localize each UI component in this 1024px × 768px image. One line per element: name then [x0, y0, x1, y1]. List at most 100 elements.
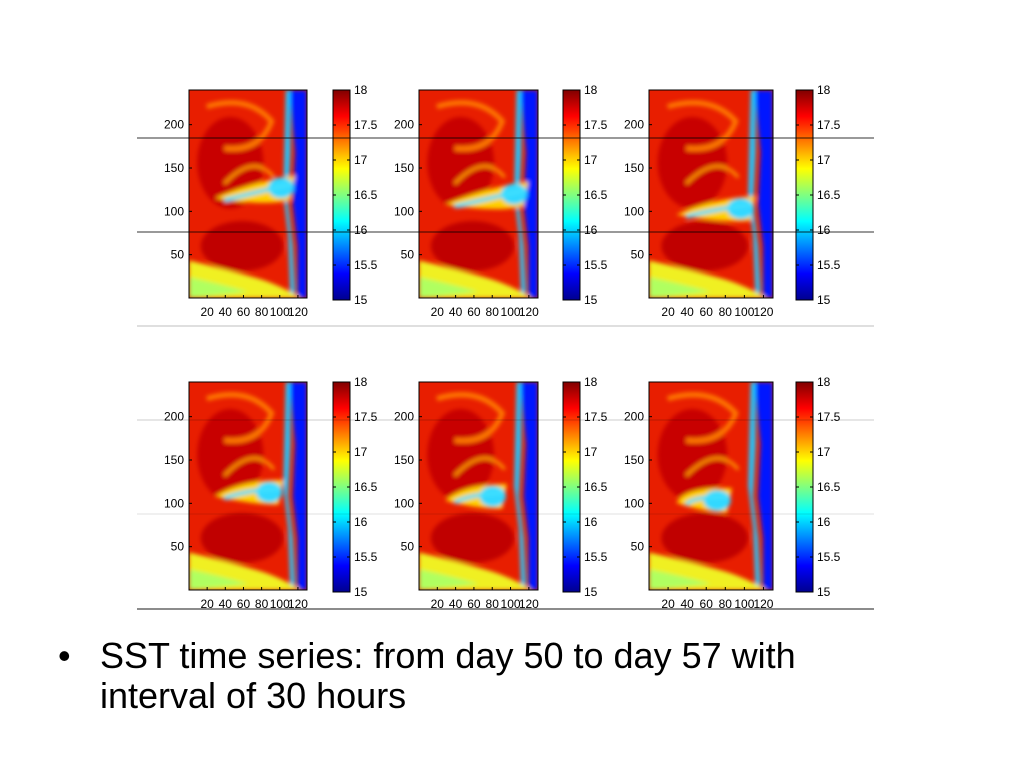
y-tick-label: 100: [164, 496, 184, 510]
y-tick-label: 50: [171, 248, 185, 262]
colorbar-tick-label: 16: [584, 515, 598, 529]
x-tick-label: 20: [200, 597, 214, 611]
colorbar-tick-label: 16: [817, 223, 831, 237]
colorbar-tick-label: 18: [817, 375, 831, 389]
y-tick-label: 200: [164, 410, 184, 424]
x-tick-label: 20: [661, 305, 675, 319]
colorbar: 15 15.5 16 16.5 17 17.5 18: [795, 83, 841, 307]
axes-frame: [418, 89, 539, 299]
sst-panel-1: 20 40 60 80 100120501001502001515.51616.5171…: [164, 83, 378, 319]
sst-panel-4: 20 40 60 80 100120501001502001515.51616.5171…: [164, 375, 378, 611]
colorbar-tick-label: 15: [354, 585, 368, 599]
y-tick-label: 200: [394, 118, 414, 132]
y-tick-label: 50: [401, 540, 415, 554]
colorbar-tick-label: 16: [817, 515, 831, 529]
x-tick-label: 120: [519, 305, 539, 319]
colorbar-tick-label: 16.5: [584, 480, 608, 494]
colorbar-tick-label: 17.5: [354, 118, 378, 132]
x-tick-label: 60: [237, 597, 251, 611]
x-tick-label: 100: [501, 305, 521, 319]
x-tick-label: 120: [519, 597, 539, 611]
colorbar-tick-label: 15: [354, 293, 368, 307]
bullet-text: SST time series: from day 50 to day 57 w…: [100, 635, 796, 716]
colorbar-tick-label: 16: [354, 223, 368, 237]
sst-panel-6: 20 40 60 80 100 120501001502001515.51616.5171…: [624, 375, 841, 611]
colorbar-tick-label: 15.5: [584, 258, 608, 272]
x-tick-label: 40: [680, 597, 694, 611]
axes-frame: [418, 381, 539, 591]
colorbar-tick-label: 17.5: [817, 410, 841, 424]
y-tick-label: 100: [164, 204, 184, 218]
bullet-point: • SST time series: from day 50 to day 57…: [58, 636, 908, 716]
x-tick-label: 120: [753, 597, 773, 611]
colorbar-tick-label: 16.5: [584, 188, 608, 202]
y-tick-label: 100: [394, 496, 414, 510]
x-tick-label: 20: [661, 597, 675, 611]
x-tick-label: 100: [734, 305, 754, 319]
colorbar-tick-label: 16.5: [354, 188, 378, 202]
x-tick-label: 60: [467, 597, 481, 611]
x-tick-label: 100: [270, 597, 290, 611]
y-tick-label: 150: [624, 161, 644, 175]
sst-panel-2: 20 40 60 80 100120501001502001515.51616.5171…: [394, 83, 608, 319]
colorbar-tick-label: 18: [354, 375, 368, 389]
x-tick-label: 40: [680, 305, 694, 319]
axes-frame: [188, 89, 308, 299]
colorbar-tick-label: 17.5: [584, 410, 608, 424]
colorbar-tick-label: 17: [817, 445, 831, 459]
colorbar-tick-label: 17.5: [817, 118, 841, 132]
colorbar: 15 15.5 16 16.5 17 17.5 18: [332, 375, 378, 599]
colorbar-tick-label: 16.5: [817, 188, 841, 202]
x-tick-label: 120: [753, 305, 773, 319]
y-tick-label: 50: [631, 540, 645, 554]
colorbar-tick-label: 15: [817, 293, 831, 307]
x-tick-label: 120: [288, 305, 308, 319]
x-tick-label: 100: [501, 597, 521, 611]
y-tick-label: 150: [394, 161, 414, 175]
x-tick-label: 60: [467, 305, 481, 319]
x-tick-label: 40: [449, 597, 463, 611]
bullet-dot: •: [58, 635, 71, 676]
y-tick-label: 200: [394, 410, 414, 424]
x-tick-label: 80: [486, 305, 500, 319]
colorbar-tick-label: 16: [584, 223, 598, 237]
x-tick-label: 60: [700, 305, 714, 319]
colorbar: 15 15.5 16 16.5 17 17.5 18: [562, 375, 608, 599]
colorbar-tick-label: 15: [817, 585, 831, 599]
y-tick-label: 150: [624, 453, 644, 467]
x-tick-label: 80: [255, 305, 269, 319]
x-tick-label: 60: [700, 597, 714, 611]
y-tick-label: 50: [631, 248, 645, 262]
y-tick-label: 100: [624, 496, 644, 510]
x-tick-label: 40: [219, 305, 233, 319]
sst-field: [419, 382, 538, 590]
colorbar-tick-label: 18: [584, 375, 598, 389]
axes-frame: [648, 89, 774, 299]
y-tick-label: 100: [394, 204, 414, 218]
colorbar-tick-label: 15: [584, 585, 598, 599]
y-tick-label: 150: [394, 453, 414, 467]
colorbar-tick-label: 18: [817, 83, 831, 97]
y-tick-label: 100: [624, 204, 644, 218]
x-tick-label: 20: [200, 305, 214, 319]
colorbar-tick-label: 17: [584, 445, 598, 459]
colorbar-tick-label: 15.5: [584, 550, 608, 564]
colorbar-tick-label: 17: [817, 153, 831, 167]
colorbar-tick-label: 15.5: [817, 550, 841, 564]
sst-field: [189, 382, 307, 590]
y-tick-label: 200: [624, 410, 644, 424]
colorbar-tick-label: 18: [584, 83, 598, 97]
colorbar-tick-label: 16.5: [817, 480, 841, 494]
x-tick-label: 40: [449, 305, 463, 319]
colorbar-tick-label: 15.5: [354, 258, 378, 272]
x-tick-label: 80: [486, 597, 500, 611]
colorbar: 15 15.5 16 16.5 17 17.5 18: [332, 83, 378, 307]
colorbar: 15 15.5 16 16.5 17 17.5 18: [562, 83, 608, 307]
colorbar: 15 15.5 16 16.5 17 17.5 18: [795, 375, 841, 599]
x-tick-label: 80: [719, 305, 733, 319]
colorbar-tick-label: 16.5: [354, 480, 378, 494]
colorbar-tick-label: 15.5: [354, 550, 378, 564]
x-tick-label: 40: [219, 597, 233, 611]
x-tick-label: 100: [270, 305, 290, 319]
colorbar-tick-label: 15.5: [817, 258, 841, 272]
